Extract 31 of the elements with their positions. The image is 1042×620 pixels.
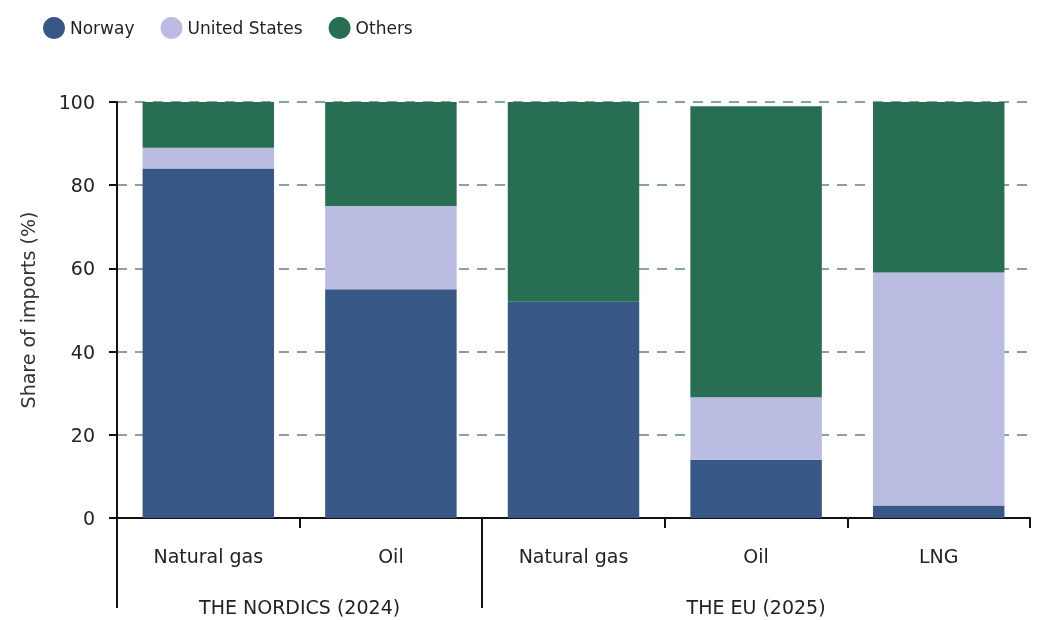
bar xyxy=(507,102,640,302)
y-tick-label: 100 xyxy=(58,91,95,113)
bar xyxy=(142,168,275,518)
text: THE EU (2025) xyxy=(686,596,826,618)
x-tick-label: Oil xyxy=(743,544,769,567)
y-tick-label: 40 xyxy=(70,340,95,363)
x-tick-label: Natural gas xyxy=(153,544,264,567)
y-tick-label: 80 xyxy=(70,174,95,197)
bar xyxy=(325,206,457,290)
x-tick-label: Oil xyxy=(378,544,404,567)
bar xyxy=(142,102,275,148)
bar xyxy=(872,505,1005,518)
x-tick-label: LNG xyxy=(918,544,959,567)
bar xyxy=(325,102,457,206)
bar xyxy=(690,459,822,518)
bar xyxy=(142,147,275,169)
text: THE NORDICS (2024) xyxy=(199,596,401,618)
legend-label: Norway xyxy=(70,18,135,38)
bar xyxy=(690,397,822,460)
y-axis-title: Share of imports (%) xyxy=(16,211,39,409)
bar xyxy=(872,102,1005,273)
bar xyxy=(507,301,640,518)
legend-label: United States xyxy=(187,18,303,38)
bar xyxy=(690,106,822,398)
bar xyxy=(872,272,1005,506)
bar xyxy=(325,289,457,518)
legend-label: Others xyxy=(355,18,413,38)
y-tick-label: 60 xyxy=(70,257,95,280)
x-tick-label: Natural gas xyxy=(518,544,629,567)
y-tick-label: 0 xyxy=(82,507,95,529)
y-tick-label: 20 xyxy=(70,423,95,446)
